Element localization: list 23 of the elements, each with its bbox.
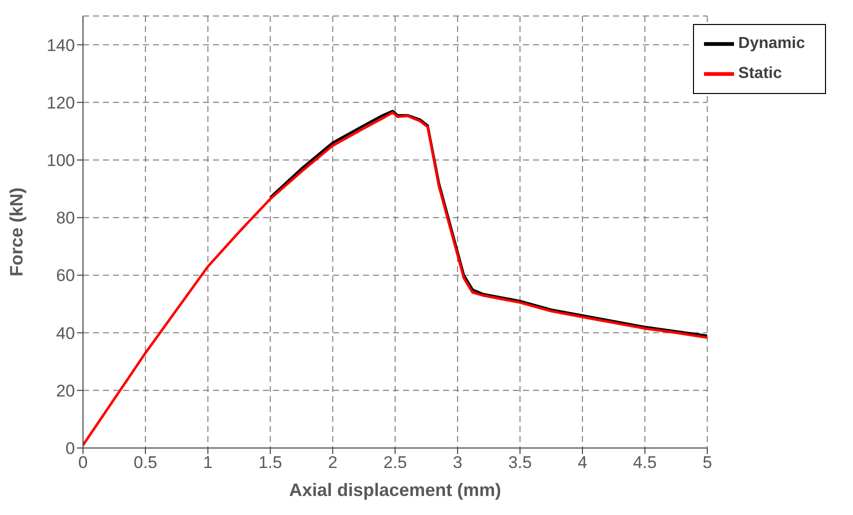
x-tick-label: 1 — [203, 453, 213, 472]
x-tick-label: 3.5 — [508, 453, 532, 472]
y-tick-label: 20 — [56, 381, 75, 400]
x-tick-label: 2.5 — [383, 453, 407, 472]
x-tick-label: 3 — [452, 453, 462, 472]
x-tick-label: 0 — [78, 453, 88, 472]
y-tick-label: 60 — [56, 266, 75, 286]
x-tick-label: 2 — [328, 453, 338, 472]
y-axis-title: Force (kN) — [6, 187, 26, 277]
y-tick-label: 140 — [46, 36, 75, 55]
y-tick-label: 100 — [46, 151, 75, 170]
y-tick-label: 40 — [56, 324, 75, 343]
x-tick-label: 4 — [578, 453, 588, 472]
y-tick-label: 0 — [66, 439, 75, 458]
x-axis-title: Axial displacement (mm) — [289, 480, 502, 500]
x-tick-label: 4.5 — [633, 453, 657, 472]
legend-label: Dynamic — [738, 35, 805, 52]
legend-label: Static — [738, 65, 782, 82]
x-tick-label: 5 — [702, 453, 712, 472]
y-tick-label: 80 — [56, 208, 75, 228]
x-tick-label: 1.5 — [258, 453, 282, 472]
x-tick-label: 0.5 — [134, 453, 158, 472]
y-tick-label: 120 — [46, 93, 75, 112]
